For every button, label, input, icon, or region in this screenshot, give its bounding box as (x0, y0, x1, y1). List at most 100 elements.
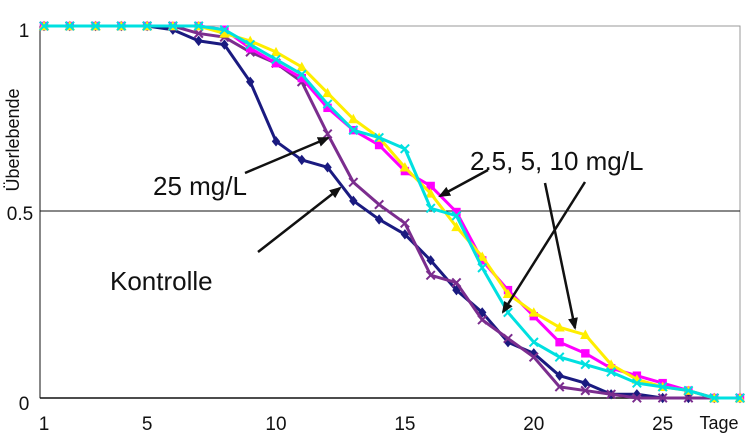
data-point (116, 21, 127, 31)
data-point (349, 195, 358, 207)
x-tick-label: 20 (523, 414, 544, 435)
data-point (245, 39, 256, 50)
data-point (246, 76, 255, 87)
annotations: 25 mg/L 2.5, 5, 10 mg/L Kontrolle (110, 136, 643, 330)
data-point (555, 338, 564, 347)
data-point (194, 35, 203, 47)
data-point (246, 44, 255, 53)
annotation-arrow-dose-high-1 (438, 168, 489, 198)
data-point (451, 221, 462, 232)
series-0 (39, 20, 745, 404)
data-point (193, 21, 204, 31)
y-tick-label: 0.5 (7, 204, 33, 225)
y-tick-labels: 1 0.5 0 (7, 21, 33, 415)
series-3 (38, 20, 746, 403)
data-point (735, 393, 745, 403)
data-point (502, 288, 514, 299)
data-point (528, 307, 539, 317)
data-point (220, 39, 229, 50)
series-line-3 (44, 24, 740, 400)
annotation-arrow-dose-low (244, 136, 330, 175)
data-point (219, 24, 230, 35)
series-line-4 (44, 24, 740, 400)
data-point (554, 381, 565, 392)
data-point (400, 229, 410, 240)
x-tick-label: 10 (265, 414, 286, 435)
data-point (554, 352, 565, 362)
annotation-control: Kontrolle (110, 266, 213, 296)
data-point (90, 21, 101, 31)
series-line-1 (44, 24, 740, 400)
data-point (142, 21, 153, 31)
data-point (451, 210, 462, 221)
series-layer (38, 20, 746, 404)
x-tick-label: 25 (652, 414, 673, 435)
data-point (426, 255, 435, 266)
data-point (167, 21, 178, 31)
annotation-arrow-dose-high-2 (501, 181, 587, 314)
data-point (399, 218, 410, 229)
data-point (683, 393, 694, 403)
y-tick-label: 0 (19, 394, 30, 415)
data-point (683, 385, 694, 396)
data-point (348, 113, 359, 124)
data-point (657, 393, 668, 403)
data-point (451, 277, 462, 288)
data-point (580, 359, 591, 370)
data-point (554, 322, 565, 332)
data-point (477, 314, 488, 325)
y-tick-label: 1 (19, 21, 30, 42)
data-point (528, 352, 539, 362)
data-point (296, 69, 307, 80)
data-point (348, 125, 359, 136)
data-point (296, 61, 307, 72)
data-point (631, 378, 642, 389)
data-point (528, 337, 539, 348)
data-point (426, 181, 435, 191)
data-point (606, 367, 617, 377)
data-point (581, 349, 590, 358)
data-point (580, 385, 591, 396)
data-point (709, 393, 720, 403)
data-point (657, 381, 668, 392)
annotation-dose-high: 2.5, 5, 10 mg/L (470, 146, 643, 176)
series-line-2 (44, 24, 740, 400)
data-point (271, 136, 281, 147)
data-point (297, 73, 306, 83)
x-tick-labels: 1 5 10 15 20 25 (39, 414, 674, 435)
x-axis-label: Tage (699, 413, 738, 433)
data-point (323, 103, 332, 113)
series-2 (39, 21, 745, 403)
data-point (322, 87, 333, 98)
annotation-arrow-dose-high-3 (543, 182, 578, 330)
data-point (323, 162, 332, 173)
data-point (348, 177, 359, 188)
data-point (297, 154, 306, 166)
x-tick-label: 15 (394, 414, 415, 435)
data-point (425, 188, 436, 198)
data-point (606, 389, 617, 400)
data-point (477, 262, 488, 273)
data-point (374, 199, 385, 210)
annotation-dose-low: 25 mg/L (153, 171, 247, 201)
data-point (580, 329, 591, 339)
data-point (425, 203, 436, 214)
data-point (271, 54, 281, 65)
data-point (399, 162, 411, 172)
data-point (425, 270, 436, 281)
data-point (581, 377, 590, 389)
data-point (555, 370, 564, 381)
y-axis-label: Überlebende (3, 88, 23, 191)
data-point (39, 21, 49, 31)
data-point (322, 99, 333, 110)
x-tick-label: 1 (39, 414, 50, 435)
series-1 (39, 21, 745, 403)
data-point (529, 348, 538, 359)
data-point (631, 393, 642, 403)
data-point (271, 59, 281, 68)
data-point (503, 333, 513, 344)
series-line-0 (44, 24, 740, 400)
data-point (374, 132, 385, 143)
data-point (605, 359, 617, 369)
